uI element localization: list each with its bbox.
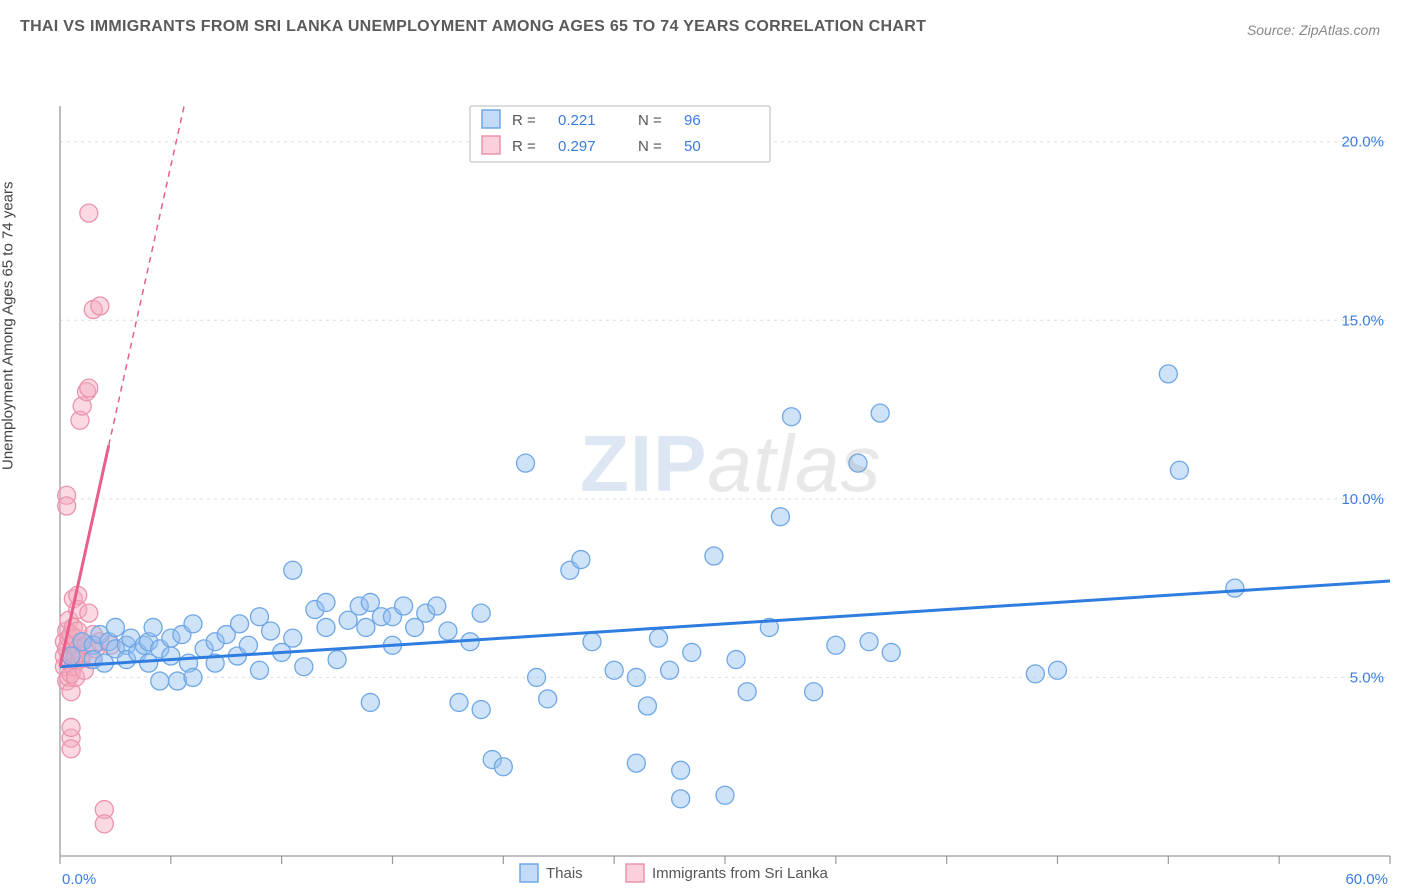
scatter-point (62, 740, 80, 758)
legend-n-value: 50 (684, 138, 701, 155)
scatter-point (106, 618, 124, 636)
scatter-point (494, 758, 512, 776)
series-legend-label: Thais (546, 865, 583, 882)
scatter-point (80, 604, 98, 622)
y-tick-label: 10.0% (1341, 491, 1384, 508)
scatter-point (151, 672, 169, 690)
legend-r-value: 0.221 (558, 112, 596, 129)
series-legend-swatch (626, 864, 644, 882)
scatter-point (705, 547, 723, 565)
scatter-point (231, 615, 249, 633)
scatter-point (395, 597, 413, 615)
scatter-point (1226, 579, 1244, 597)
scatter-point (58, 497, 76, 515)
scatter-chart: 0.0% 60.0% 5.0% 10.0% 15.0% 20.0% R = 0.221 N = 9… (0, 48, 1406, 892)
scatter-point (80, 379, 98, 397)
scatter-point (184, 668, 202, 686)
scatter-point (428, 597, 446, 615)
scatter-point (317, 593, 335, 611)
scatter-point (727, 651, 745, 669)
legend-r-label: R = (512, 112, 536, 129)
scatter-point (517, 454, 535, 472)
scatter-point (162, 647, 180, 665)
scatter-point (1159, 365, 1177, 383)
scatter-point (295, 658, 313, 676)
scatter-point (860, 633, 878, 651)
trend-line-extended (109, 106, 184, 445)
legend-r-label: R = (512, 138, 536, 155)
scatter-point (849, 454, 867, 472)
scatter-point (871, 404, 889, 422)
scatter-point (650, 629, 668, 647)
y-tick-label: 20.0% (1341, 134, 1384, 151)
scatter-point (1049, 661, 1067, 679)
scatter-point (472, 701, 490, 719)
scatter-point (627, 668, 645, 686)
scatter-point (672, 761, 690, 779)
chart-title: THAI VS IMMIGRANTS FROM SRI LANKA UNEMPL… (20, 18, 926, 36)
scatter-point (450, 693, 468, 711)
scatter-point (528, 668, 546, 686)
scatter-point (361, 693, 379, 711)
scatter-point (805, 683, 823, 701)
scatter-point (661, 661, 679, 679)
legend-n-label: N = (638, 112, 662, 129)
scatter-point (716, 786, 734, 804)
scatter-point (251, 661, 269, 679)
scatter-point (62, 718, 80, 736)
scatter-point (144, 618, 162, 636)
scatter-point (357, 618, 375, 636)
x-tick-label: 60.0% (1345, 871, 1388, 888)
series-legend-swatch (520, 864, 538, 882)
x-tick-label: 0.0% (62, 871, 96, 888)
scatter-point (1170, 461, 1188, 479)
scatter-point (262, 622, 280, 640)
y-tick-label: 5.0% (1350, 669, 1384, 686)
scatter-point (638, 697, 656, 715)
legend-r-value: 0.297 (558, 138, 596, 155)
scatter-point (472, 604, 490, 622)
scatter-point (627, 754, 645, 772)
scatter-point (583, 633, 601, 651)
scatter-point (683, 643, 701, 661)
scatter-point (439, 622, 457, 640)
scatter-point (284, 561, 302, 579)
scatter-point (827, 636, 845, 654)
scatter-point (284, 629, 302, 647)
scatter-point (184, 615, 202, 633)
scatter-point (882, 643, 900, 661)
scatter-point (95, 815, 113, 833)
legend-swatch (482, 136, 500, 154)
source-attribution: Source: ZipAtlas.com (1247, 22, 1380, 38)
scatter-point (91, 297, 109, 315)
legend-swatch (482, 110, 500, 128)
scatter-point (783, 408, 801, 426)
scatter-point (672, 790, 690, 808)
series-legend-label: Immigrants from Sri Lanka (652, 865, 829, 882)
scatter-point (539, 690, 557, 708)
scatter-point (328, 651, 346, 669)
chart-container: Unemployment Among Ages 65 to 74 years Z… (0, 48, 1406, 892)
scatter-point (239, 636, 257, 654)
scatter-point (738, 683, 756, 701)
y-axis-label: Unemployment Among Ages 65 to 74 years (0, 181, 17, 470)
scatter-point (1026, 665, 1044, 683)
scatter-point (317, 618, 335, 636)
y-tick-label: 15.0% (1341, 312, 1384, 329)
legend-n-value: 96 (684, 112, 701, 129)
scatter-point (572, 551, 590, 569)
scatter-point (771, 508, 789, 526)
scatter-point (80, 204, 98, 222)
scatter-point (605, 661, 623, 679)
legend-n-label: N = (638, 138, 662, 155)
